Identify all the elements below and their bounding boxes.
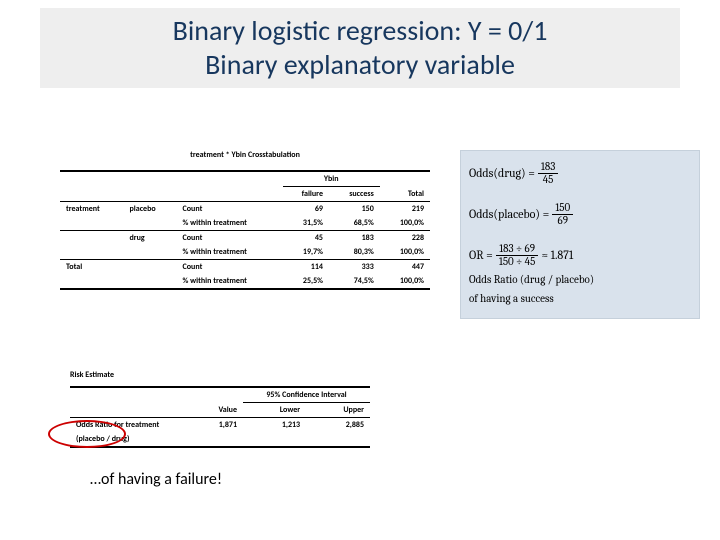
f3-den: 150 ÷ 45 bbox=[496, 256, 538, 268]
drug-pct-label: % within treatment bbox=[177, 245, 283, 260]
drug-p3: 100,0% bbox=[380, 245, 430, 260]
failure-note: …of having a failure! bbox=[90, 470, 222, 489]
formula-odds-drug: Odds(drug) = 183 45 bbox=[469, 161, 691, 186]
drug-p2: 80,3% bbox=[329, 245, 380, 260]
placebo-pct-label: % within treatment bbox=[177, 216, 283, 231]
placebo-c2: 150 bbox=[329, 202, 380, 217]
total-pct-label: % within treatment bbox=[177, 274, 283, 289]
f1-frac: 183 45 bbox=[538, 161, 558, 186]
crosstab-caption: treatment * Ybin Crosstabulation bbox=[60, 150, 430, 160]
f1-lhs: Odds(drug) = bbox=[469, 164, 535, 183]
placebo-p1: 31,5% bbox=[283, 216, 329, 231]
f3-rhs: ≈ 1.871 bbox=[541, 246, 573, 265]
total-p3: 100,0% bbox=[380, 274, 430, 289]
drug-c3: 228 bbox=[380, 231, 430, 246]
f3-sub2: of having a success bbox=[469, 290, 691, 308]
total-p1: 25,5% bbox=[283, 274, 329, 289]
title-line-2: Binary explanatory variable bbox=[205, 48, 515, 82]
title-line-1: Binary logistic regression: Y = 0/1 bbox=[173, 14, 548, 48]
drug-label: drug bbox=[124, 231, 177, 246]
formula-panel: Odds(drug) = 183 45 Odds(placebo) = 150 … bbox=[460, 150, 700, 319]
total-c1: 114 bbox=[283, 260, 329, 275]
col-upper: Upper bbox=[306, 403, 370, 418]
placebo-c1: 69 bbox=[283, 202, 329, 217]
total-label: Total bbox=[60, 260, 124, 275]
f3-frac: 183 ÷ 69 150 ÷ 45 bbox=[496, 243, 538, 268]
col-failure: failure bbox=[283, 187, 329, 202]
placebo-p3: 100,0% bbox=[380, 216, 430, 231]
treatment-label: treatment bbox=[60, 202, 124, 217]
f2-frac: 150 69 bbox=[552, 202, 573, 227]
total-count-label: Count bbox=[177, 260, 283, 275]
placebo-label: placebo bbox=[124, 202, 177, 217]
formula-odds-placebo: Odds(placebo) = 150 69 bbox=[469, 202, 691, 227]
slide-title: Binary logistic regression: Y = 0/1 Bina… bbox=[40, 8, 680, 88]
ci-header: 95% Confidence Interval bbox=[243, 387, 370, 403]
risk-caption: Risk Estimate bbox=[70, 370, 370, 380]
placebo-c3: 219 bbox=[380, 202, 430, 217]
drug-count-label: Count bbox=[177, 231, 283, 246]
crosstab-table: treatment * Ybin Crosstabulation Ybin fa… bbox=[60, 150, 430, 290]
highlight-ellipse bbox=[48, 420, 126, 448]
placebo-p2: 68,5% bbox=[329, 216, 380, 231]
f3-sub1: Odds Ratio (drug / placebo) bbox=[469, 271, 691, 289]
col-lower: Lower bbox=[243, 403, 306, 418]
f3-lhs: OR = bbox=[469, 246, 493, 265]
col-value: Value bbox=[201, 403, 243, 418]
total-c3: 447 bbox=[380, 260, 430, 275]
col-success: success bbox=[329, 187, 380, 202]
total-c2: 333 bbox=[329, 260, 380, 275]
odds-lower: 1,213 bbox=[243, 418, 306, 433]
drug-c2: 183 bbox=[329, 231, 380, 246]
total-p2: 74,5% bbox=[329, 274, 380, 289]
drug-c1: 45 bbox=[283, 231, 329, 246]
odds-upper: 2,885 bbox=[306, 418, 370, 433]
drug-p1: 19,7% bbox=[283, 245, 329, 260]
ybin-header: Ybin bbox=[283, 171, 380, 187]
placebo-count-label: Count bbox=[177, 202, 283, 217]
f2-den: 69 bbox=[555, 215, 571, 227]
formula-or: OR = 183 ÷ 69 150 ÷ 45 ≈ 1.871 bbox=[469, 243, 691, 268]
odds-value: 1,871 bbox=[201, 418, 243, 433]
f2-lhs: Odds(placebo) = bbox=[469, 205, 549, 224]
crosstab-grid: Ybin failure success Total treatment pla… bbox=[60, 170, 430, 290]
f1-den: 45 bbox=[540, 174, 557, 186]
col-total: Total bbox=[380, 187, 430, 202]
